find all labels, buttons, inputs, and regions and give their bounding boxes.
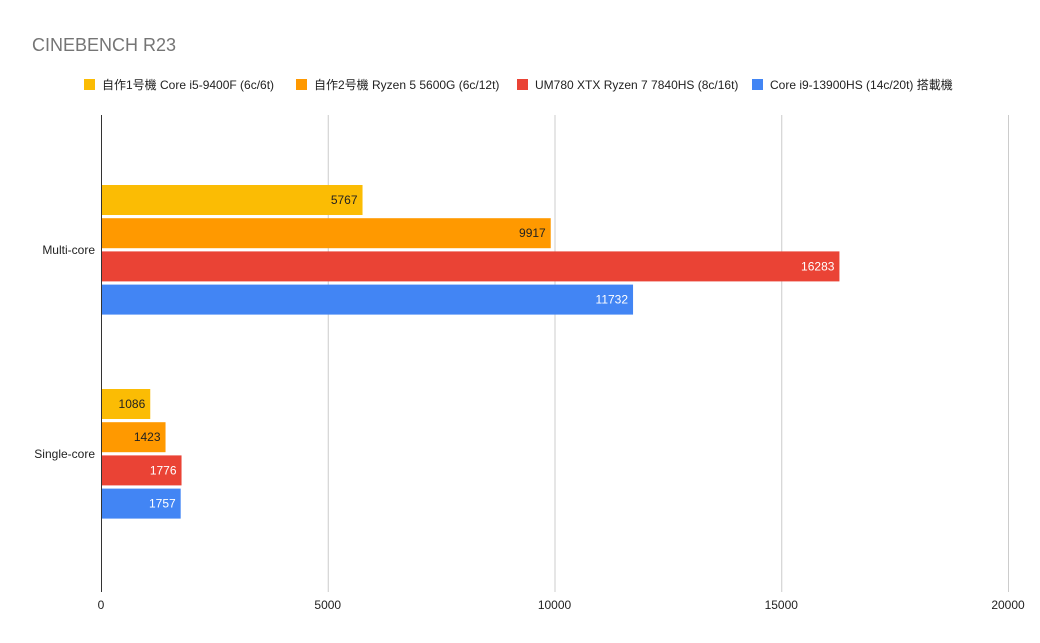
legend-label: UM780 XTX Ryzen 7 7840HS (8c/16t) (535, 78, 738, 92)
bar-value-label: 16283 (801, 259, 835, 273)
legend-label: Core i9-13900HS (14c/20t) 搭載機 (770, 77, 953, 92)
legend-item: UM780 XTX Ryzen 7 7840HS (8c/16t) (517, 78, 738, 92)
bar-value-label: 11732 (596, 293, 629, 307)
bar (102, 185, 363, 215)
bar-labels: 5767 9917 16283 11732 1086 1423 1776 1757 (119, 193, 835, 511)
chart-title: CINEBENCH R23 (32, 35, 176, 55)
gridlines (101, 115, 1009, 592)
bar-value-label: 1423 (134, 430, 161, 444)
legend-label: 自作1号機 Core i5-9400F (6c/6t) (102, 77, 274, 92)
category-label: Single-core (34, 447, 95, 461)
legend: 自作1号機 Core i5-9400F (6c/6t) 自作2号機 Ryzen 5… (84, 77, 953, 92)
category-labels: Multi-core Single-core (34, 243, 95, 461)
bar-value-label: 1776 (150, 463, 177, 477)
x-tick-label: 10000 (538, 598, 572, 612)
bar (102, 251, 840, 282)
legend-label: 自作2号機 Ryzen 5 5600G (6c/12t) (314, 77, 499, 92)
bar-value-label: 1086 (119, 397, 146, 411)
bar (102, 218, 551, 249)
x-tick-label: 0 (98, 598, 105, 612)
bar (102, 284, 634, 315)
bar (102, 389, 151, 419)
bar (102, 455, 182, 486)
x-axis-ticks: 0 5000 10000 15000 20000 (98, 598, 1025, 612)
category-label: Multi-core (42, 243, 95, 257)
bars (102, 185, 840, 519)
legend-item: Core i9-13900HS (14c/20t) 搭載機 (752, 77, 953, 92)
legend-swatch (84, 79, 95, 90)
legend-swatch (752, 79, 763, 90)
legend-swatch (296, 79, 307, 90)
x-tick-label: 5000 (314, 598, 341, 612)
legend-item: 自作1号機 Core i5-9400F (6c/6t) (84, 77, 274, 92)
bar (102, 488, 181, 519)
legend-swatch (517, 79, 528, 90)
bar-value-label: 9917 (519, 226, 546, 240)
bar-value-label: 5767 (331, 193, 358, 207)
x-tick-label: 15000 (765, 598, 799, 612)
bar-value-label: 1757 (149, 497, 176, 511)
bar (102, 422, 166, 453)
x-tick-label: 20000 (991, 598, 1025, 612)
legend-item: 自作2号機 Ryzen 5 5600G (6c/12t) (296, 77, 499, 92)
